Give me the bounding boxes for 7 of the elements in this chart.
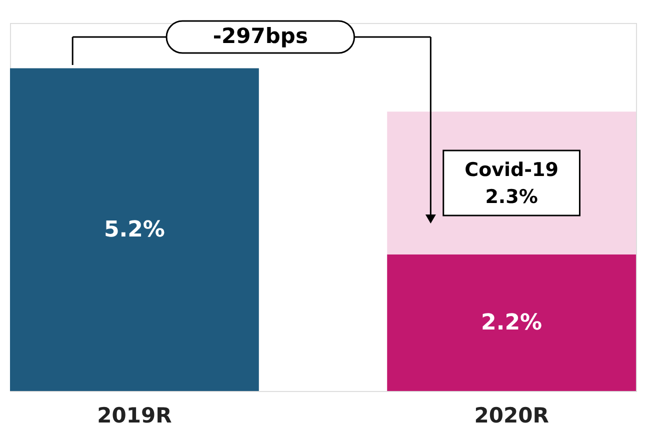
data-label: 5.2% [104,218,165,243]
x-tick-label: 2019R [97,404,172,428]
data-label: 2.2% [481,310,542,336]
series-label: Covid-19 [464,159,558,182]
data-label: 2.3% [485,186,538,208]
x-tick-label: 2020R [474,404,549,428]
text: -297bps [212,24,308,48]
